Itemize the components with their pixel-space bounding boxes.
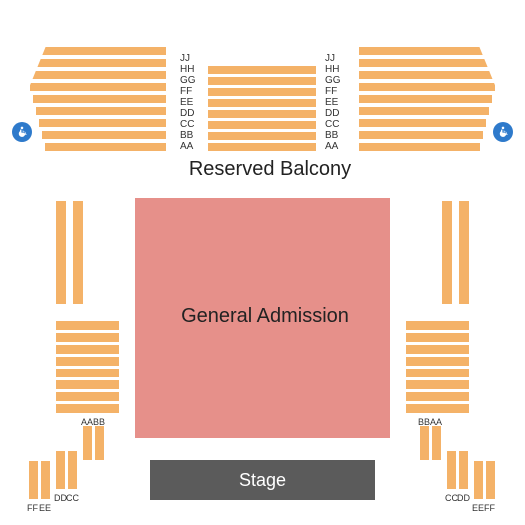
balcony-right-row[interactable]	[358, 130, 484, 140]
balcony-right-row[interactable]	[358, 106, 490, 116]
side-lower-label: BB	[418, 417, 430, 427]
side-mid-row[interactable]	[405, 403, 470, 414]
balcony-row-label: BB	[180, 130, 193, 141]
seating-chart: AAAABBBBCCCCDDDDEEEEFFFFGGGGHHHHJJJJRese…	[0, 0, 525, 525]
reserved-balcony-label: Reserved Balcony	[170, 158, 370, 181]
balcony-row-label: FF	[180, 86, 192, 97]
side-lower-col[interactable]	[67, 450, 78, 490]
side-upper-col[interactable]	[458, 200, 470, 305]
side-mid-row[interactable]	[55, 379, 120, 390]
balcony-left-row[interactable]	[32, 94, 167, 104]
side-mid-row[interactable]	[405, 356, 470, 367]
side-upper-col[interactable]	[441, 200, 453, 305]
side-mid-row[interactable]	[55, 391, 120, 402]
balcony-row-label: AA	[325, 141, 338, 152]
side-lower-label: FF	[484, 503, 495, 513]
side-upper-col[interactable]	[72, 200, 84, 305]
balcony-row-label: JJ	[325, 53, 335, 64]
side-lower-col[interactable]	[446, 450, 457, 490]
balcony-row-label: EE	[180, 97, 193, 108]
side-lower-col[interactable]	[28, 460, 39, 500]
balcony-row-label: GG	[325, 75, 341, 86]
balcony-center-row[interactable]	[207, 142, 317, 152]
balcony-row-label: CC	[180, 119, 194, 130]
side-lower-label: AA	[430, 417, 442, 427]
side-mid-row[interactable]	[405, 332, 470, 343]
balcony-right-row[interactable]	[358, 82, 496, 92]
side-lower-label: DD	[457, 493, 470, 503]
side-lower-label: CC	[66, 493, 79, 503]
general-admission-label: General Admission	[175, 305, 355, 328]
side-mid-row[interactable]	[55, 344, 120, 355]
side-lower-col[interactable]	[94, 425, 105, 461]
balcony-center-row[interactable]	[207, 131, 317, 141]
balcony-left-row[interactable]	[41, 130, 167, 140]
balcony-row-label: JJ	[180, 53, 190, 64]
side-lower-label: AA	[81, 417, 93, 427]
side-lower-col[interactable]	[431, 425, 442, 461]
balcony-left-row[interactable]	[38, 118, 167, 128]
side-mid-row[interactable]	[405, 368, 470, 379]
balcony-center-row[interactable]	[207, 76, 317, 86]
balcony-left-row[interactable]	[44, 142, 167, 152]
side-lower-label: EE	[472, 503, 484, 513]
balcony-right-row[interactable]	[358, 142, 481, 152]
balcony-row-label: CC	[325, 119, 339, 130]
balcony-row-label: GG	[180, 75, 196, 86]
balcony-row-label: BB	[325, 130, 338, 141]
wheelchair-icon	[12, 122, 32, 142]
balcony-row-label: DD	[180, 108, 194, 119]
side-upper-col[interactable]	[55, 200, 67, 305]
side-lower-label: BB	[93, 417, 105, 427]
side-mid-row[interactable]	[405, 344, 470, 355]
side-mid-row[interactable]	[55, 368, 120, 379]
balcony-row-label: HH	[180, 64, 194, 75]
balcony-row-label: FF	[325, 86, 337, 97]
side-mid-row[interactable]	[405, 379, 470, 390]
balcony-row-label: EE	[325, 97, 338, 108]
side-mid-row[interactable]	[405, 391, 470, 402]
balcony-left-row[interactable]	[35, 106, 167, 116]
side-lower-col[interactable]	[473, 460, 484, 500]
side-mid-row[interactable]	[55, 356, 120, 367]
side-mid-row[interactable]	[55, 403, 120, 414]
side-lower-col[interactable]	[40, 460, 51, 500]
side-mid-row[interactable]	[55, 332, 120, 343]
side-lower-col[interactable]	[82, 425, 93, 461]
balcony-center-row[interactable]	[207, 87, 317, 97]
balcony-row-label: DD	[325, 108, 339, 119]
side-lower-col[interactable]	[55, 450, 66, 490]
balcony-right-row[interactable]	[358, 118, 487, 128]
balcony-left-row[interactable]	[29, 82, 167, 92]
side-lower-col[interactable]	[485, 460, 496, 500]
balcony-row-label: HH	[325, 64, 339, 75]
balcony-right-row[interactable]	[358, 94, 493, 104]
balcony-center-row[interactable]	[207, 98, 317, 108]
side-mid-row[interactable]	[405, 320, 470, 331]
side-lower-col[interactable]	[458, 450, 469, 490]
side-mid-row[interactable]	[55, 320, 120, 331]
side-lower-label: FF	[27, 503, 38, 513]
balcony-center-row[interactable]	[207, 120, 317, 130]
wheelchair-icon	[493, 122, 513, 142]
stage: Stage	[150, 460, 375, 500]
balcony-row-label: AA	[180, 141, 193, 152]
side-lower-col[interactable]	[419, 425, 430, 461]
side-lower-label: EE	[39, 503, 51, 513]
balcony-center-row[interactable]	[207, 109, 317, 119]
balcony-center-row[interactable]	[207, 65, 317, 75]
